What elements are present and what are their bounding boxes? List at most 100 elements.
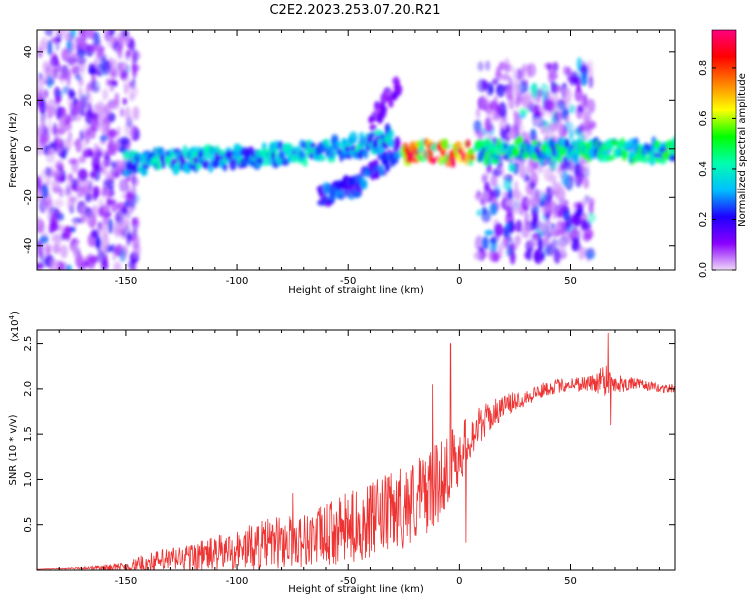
heat-cell: [508, 126, 519, 135]
spectrogram-frame: [36, 29, 676, 271]
figure-title: C2E2.2023.253.07.20.R21: [269, 3, 440, 18]
y-tick-label: 2.0: [23, 381, 34, 397]
heat-cell: [129, 38, 136, 53]
heat-cell: [104, 103, 112, 116]
heat-cell: [77, 48, 86, 59]
heat-cell: [103, 215, 109, 227]
heat-cell: [115, 137, 122, 150]
heat-cell: [548, 70, 559, 81]
heat-cell: [129, 84, 139, 99]
heat-cell: [583, 111, 592, 127]
heat-cell: [80, 204, 86, 212]
heat-cell: [75, 74, 82, 82]
snr-ylabel: SNR (10 * v/v): [8, 414, 19, 485]
heat-cell: [124, 176, 129, 187]
heat-cell: [37, 188, 43, 202]
heat-cell: [69, 110, 76, 123]
heat-cell: [563, 162, 573, 171]
heat-cell: [430, 157, 437, 165]
heat-cell: [60, 244, 68, 259]
heat-cell: [541, 125, 550, 134]
snr-panel: -150 -100 -50 0 50 0.5 1.0 1.5 2.0 2.5 Height of …: [8, 311, 676, 595]
heat-cell: [505, 123, 511, 133]
heat-cell: [525, 214, 530, 222]
heat-cell: [75, 252, 83, 268]
heat-cell: [533, 248, 543, 265]
heat-cell: [122, 97, 128, 106]
heat-cell: [495, 66, 502, 79]
heat-cell: [360, 149, 367, 157]
heat-cell: [249, 159, 255, 167]
heat-cell: [126, 232, 131, 247]
heat-cell: [494, 222, 504, 237]
heat-cell: [214, 145, 220, 153]
heat-cell: [556, 98, 566, 105]
spectrogram-main-trace: [123, 123, 396, 177]
heat-cell: [262, 159, 269, 167]
heat-cell: [488, 195, 498, 205]
heat-cell: [85, 84, 91, 100]
x-tick-label: -100: [226, 276, 249, 287]
heat-cell: [395, 84, 403, 94]
heat-cell: [95, 69, 101, 77]
heat-cell: [81, 62, 86, 77]
heat-cell: [98, 206, 104, 217]
heat-cell: [540, 237, 550, 247]
heat-cell: [40, 183, 49, 199]
heat-cell: [668, 154, 675, 162]
spectrogram-descending-branch: [316, 136, 402, 207]
heat-cell: [46, 149, 52, 156]
heat-cell: [49, 213, 59, 228]
heat-cell: [537, 237, 543, 252]
y-tick-label: 1.0: [23, 471, 34, 487]
heat-cell: [492, 78, 499, 85]
heat-cell: [132, 225, 137, 238]
heat-cell: [105, 78, 111, 87]
heat-cell: [58, 74, 67, 81]
y-tick-label: 2.5: [23, 336, 34, 352]
heat-cell: [580, 219, 588, 231]
heat-cell: [49, 258, 58, 270]
spectrogram-axes: -150 -100 -50 0 50 -40 -20 0 20 40: [23, 30, 675, 287]
heat-cell: [101, 185, 109, 196]
x-tick-label: 50: [564, 576, 577, 587]
heat-cell: [66, 264, 72, 270]
heat-cell: [74, 36, 83, 45]
snr-scale-exponent: 4: [8, 314, 16, 319]
spectrogram-ylabel: Frequency (Hz): [8, 112, 19, 188]
x-tick-label: 50: [564, 276, 577, 287]
colorbar-tick-label: 0.6: [698, 110, 709, 126]
heat-cell: [483, 155, 490, 167]
heat-cell: [488, 249, 498, 262]
heat-cell: [577, 124, 583, 134]
heat-cell: [116, 125, 121, 137]
y-tick-label: 40: [23, 45, 34, 58]
heat-cell: [37, 143, 44, 156]
heat-cell: [515, 234, 521, 247]
heat-cell: [58, 187, 64, 198]
heat-cell: [588, 76, 594, 89]
heat-cell: [485, 60, 491, 71]
heat-cell: [562, 209, 571, 221]
heat-cell: [672, 154, 675, 161]
heat-cell: [387, 129, 395, 139]
heat-cell: [55, 30, 66, 38]
heat-cell: [122, 76, 132, 91]
heat-cell: [551, 189, 560, 196]
heat-cell: [508, 161, 515, 173]
heat-cell: [255, 157, 265, 165]
heat-cell: [469, 154, 475, 161]
heat-cell: [70, 178, 80, 188]
heat-cell: [521, 227, 531, 239]
heat-cell: [489, 202, 498, 216]
heat-cell: [493, 114, 501, 121]
heat-cell: [49, 59, 55, 66]
heat-cell: [556, 166, 561, 174]
heat-cell: [553, 111, 563, 122]
heat-cell: [107, 190, 114, 198]
heat-cell: [119, 40, 124, 50]
heat-cell: [160, 163, 166, 169]
spectrogram-xlabel: Height of straight line (km): [288, 285, 424, 296]
heat-cell: [47, 39, 53, 56]
heat-cell: [580, 128, 590, 141]
